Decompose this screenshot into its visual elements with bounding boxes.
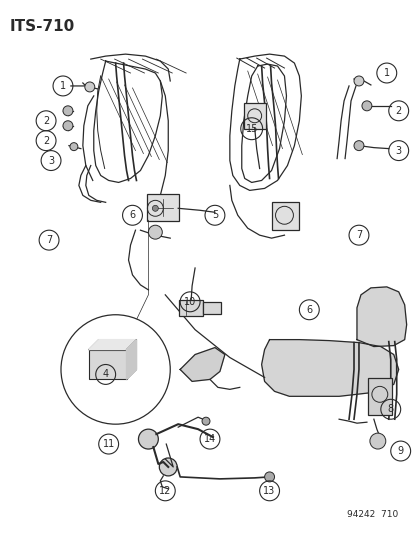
Circle shape (61, 315, 170, 424)
Circle shape (70, 143, 78, 151)
Circle shape (264, 472, 274, 482)
Text: 2: 2 (43, 116, 49, 126)
Text: 1: 1 (60, 81, 66, 91)
Circle shape (138, 429, 158, 449)
Text: 14: 14 (203, 434, 216, 444)
Text: 7: 7 (46, 235, 52, 245)
Text: 94242  710: 94242 710 (347, 510, 398, 519)
FancyBboxPatch shape (271, 203, 299, 230)
Text: 7: 7 (355, 230, 361, 240)
Circle shape (202, 417, 209, 425)
FancyBboxPatch shape (243, 103, 265, 129)
Polygon shape (261, 340, 398, 397)
Text: 1: 1 (383, 68, 389, 78)
FancyBboxPatch shape (367, 378, 391, 415)
Polygon shape (88, 340, 136, 350)
Text: 3: 3 (48, 156, 54, 166)
Text: 9: 9 (396, 446, 403, 456)
Circle shape (361, 101, 371, 111)
Circle shape (63, 106, 73, 116)
Text: 8: 8 (387, 404, 393, 414)
Circle shape (63, 121, 73, 131)
Polygon shape (180, 348, 224, 382)
Polygon shape (126, 340, 136, 379)
Circle shape (353, 76, 363, 86)
Text: 4: 4 (102, 369, 109, 379)
FancyBboxPatch shape (179, 300, 202, 316)
Bar (88, 350, 126, 379)
Text: ITS-710: ITS-710 (9, 19, 74, 34)
FancyBboxPatch shape (147, 195, 179, 221)
Text: 2: 2 (395, 106, 401, 116)
Text: 15: 15 (245, 124, 257, 134)
Text: 6: 6 (129, 210, 135, 220)
Polygon shape (356, 287, 406, 346)
Circle shape (85, 82, 95, 92)
Text: 10: 10 (183, 297, 196, 307)
Circle shape (369, 433, 385, 449)
Circle shape (152, 205, 158, 211)
Circle shape (159, 458, 177, 476)
Text: 6: 6 (306, 305, 312, 315)
Text: 11: 11 (102, 439, 114, 449)
Text: 12: 12 (159, 486, 171, 496)
Text: 3: 3 (395, 146, 401, 156)
Circle shape (353, 141, 363, 151)
Text: 13: 13 (263, 486, 275, 496)
FancyBboxPatch shape (202, 302, 221, 314)
Text: 2: 2 (43, 136, 49, 146)
Text: 5: 5 (211, 210, 218, 220)
Circle shape (148, 225, 162, 239)
